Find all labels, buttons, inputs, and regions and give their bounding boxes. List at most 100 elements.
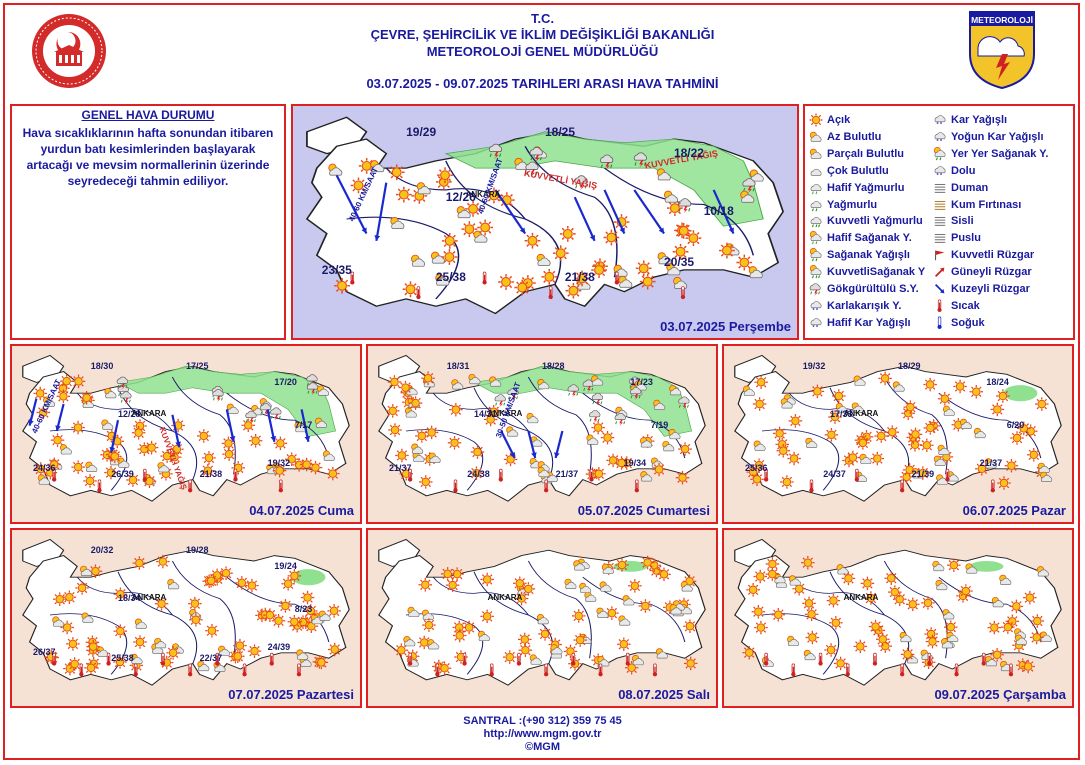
scattered-shower-icon — [933, 146, 946, 161]
wind-arrow — [335, 174, 368, 235]
hot-icon — [598, 663, 603, 677]
partly-cloudy-icon — [657, 252, 672, 265]
partly-cloudy-icon — [1015, 634, 1028, 645]
cloudy-icon — [810, 168, 822, 176]
sun-icon — [441, 233, 458, 249]
sun-icon — [874, 429, 889, 443]
partly-cloudy-icon — [936, 474, 949, 485]
region-border — [603, 167, 755, 256]
heavy-shower-icon — [809, 265, 822, 279]
thunderstorm-icon — [600, 154, 614, 170]
legend-item: * * Karlakarışık Y. — [809, 299, 901, 313]
strong-wind-icon — [935, 250, 945, 261]
sun-icon — [235, 576, 249, 590]
legend-label: Sıcak — [951, 299, 980, 312]
wind-arrow — [603, 189, 626, 234]
partly-cloudy-icon — [134, 618, 147, 629]
partly-cloudy-icon — [456, 206, 471, 219]
partly-cloudy-icon — [294, 421, 307, 433]
day-label: 04.07.2025 Cuma — [249, 503, 354, 518]
hot-icon — [97, 479, 102, 493]
partly-cloudy-icon — [853, 375, 866, 386]
sun-icon — [518, 632, 532, 647]
sun-icon — [870, 451, 885, 466]
sun-icon — [66, 637, 80, 651]
hot-icon — [1008, 663, 1014, 677]
sun-icon — [75, 581, 89, 595]
legend-item: KuvvetliSağanak Y — [809, 265, 925, 279]
thunderstorm-icon — [614, 413, 626, 426]
partly-cloudy-icon — [37, 474, 50, 485]
sun-icon — [997, 476, 1011, 490]
sun-icon — [480, 572, 494, 587]
partly-cloudy-icon — [984, 458, 997, 469]
sun-icon — [1001, 620, 1015, 634]
sun-icon — [524, 232, 541, 249]
partly-cloudy-icon — [933, 146, 946, 157]
sun-icon — [990, 402, 1005, 417]
thunderstorm-icon — [529, 147, 543, 163]
partly-cloudy-icon — [655, 648, 668, 659]
thunderstorm-icon — [507, 388, 519, 401]
partly-cloudy-icon — [666, 263, 681, 276]
legend-label: Karlakarışık Y. — [827, 299, 902, 312]
partly-cloudy-icon — [835, 402, 848, 414]
partly-cloudy-icon — [296, 649, 309, 660]
hot-icon — [954, 663, 959, 677]
partly-cloudy-icon — [59, 444, 72, 455]
north-wind-arrows — [500, 430, 564, 459]
partly-cloudy-icon — [640, 437, 653, 448]
sun-icon — [824, 643, 838, 657]
sun-icon — [470, 445, 485, 459]
sun-icon — [900, 647, 915, 662]
snow-icon: * * — [934, 115, 946, 127]
hot-icon — [233, 468, 238, 482]
partly-cloudy-icon — [640, 471, 653, 482]
sun-icon — [189, 613, 203, 627]
partly-cloudy-icon — [299, 656, 312, 667]
sun-icon — [592, 467, 606, 481]
sun-icon — [719, 242, 735, 259]
partly-cloudy-icon — [668, 428, 681, 440]
partly-cloudy-icon — [836, 564, 849, 575]
hot-icon — [791, 663, 796, 677]
day-label: 08.07.2025 Salı — [618, 687, 710, 702]
sun-icon — [263, 608, 277, 622]
city-label-ankara: ANKARA — [131, 593, 167, 603]
sun-icon — [1004, 458, 1019, 473]
svg-text:* *: * * — [813, 325, 820, 330]
partly-cloudy-icon — [973, 427, 986, 439]
region-border — [171, 560, 236, 659]
partly-cloudy-icon — [536, 253, 551, 266]
sun-icon — [603, 229, 620, 246]
hot-icon — [854, 468, 859, 482]
legend-item: Hafif Yağmurlu — [809, 181, 904, 195]
header-tc: T.C. — [530, 11, 555, 26]
sun-icon — [683, 656, 698, 671]
thunderstorm-icon — [489, 143, 503, 159]
cloudy-icon — [810, 200, 822, 208]
wind-arrow — [109, 419, 120, 453]
temperature-label: 24/39 — [267, 642, 291, 652]
sun-icon — [108, 449, 122, 464]
partly-cloudy-icon — [680, 581, 693, 592]
sun-icon — [805, 630, 820, 645]
sun-icon — [334, 277, 350, 294]
legend-label: Kum Fırtınası — [951, 198, 1022, 211]
partly-cloudy-icon — [130, 653, 143, 665]
partly-cloudy-icon — [859, 453, 872, 465]
temperature-label: 20/35 — [664, 255, 695, 270]
sun-icon — [131, 425, 146, 440]
hot-icon — [543, 663, 549, 677]
sun-icon — [154, 596, 169, 611]
region-border — [582, 392, 686, 459]
partly-cloudy-icon — [80, 565, 93, 576]
sun-icon — [754, 620, 768, 635]
hot-icon — [407, 468, 413, 482]
sun-icon — [1027, 448, 1041, 462]
sun-icon — [833, 656, 848, 671]
partly-cloudy-icon — [1037, 462, 1050, 473]
thunderstorm-icon — [494, 394, 506, 408]
temperature-label: 25/38 — [111, 652, 134, 663]
footer-url[interactable]: http://www.mgm.gov.tr — [483, 728, 602, 740]
